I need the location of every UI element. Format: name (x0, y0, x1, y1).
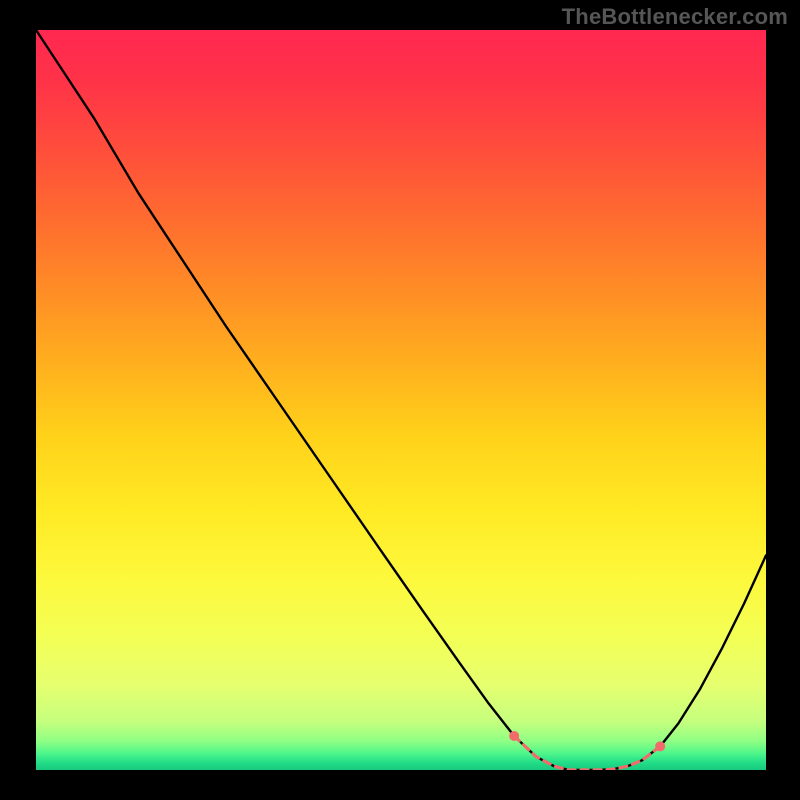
watermark-text: TheBottlenecker.com (562, 4, 788, 30)
chart-container: TheBottlenecker.com (0, 0, 800, 800)
optimal-range-end-dot (655, 741, 665, 751)
optimal-range-start-dot (509, 731, 519, 741)
plot-background (36, 30, 766, 770)
bottleneck-curve-plot (36, 30, 766, 770)
